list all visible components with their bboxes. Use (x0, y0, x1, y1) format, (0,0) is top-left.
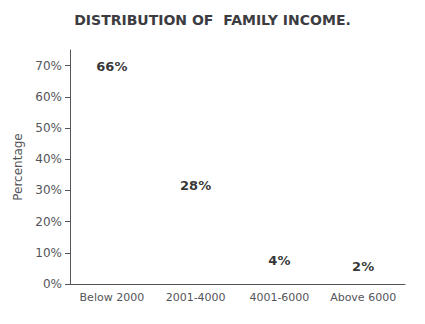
svg-text:60%: 60% (35, 90, 62, 104)
svg-text:70%: 70% (35, 59, 62, 73)
svg-text:66%: 66% (96, 59, 127, 74)
svg-text:2%: 2% (352, 259, 374, 274)
svg-text:Percentage: Percentage (11, 133, 25, 201)
svg-text:DISTRIBUTION OF FAMILY INCOME: DISTRIBUTION OF FAMILY INCOME. (74, 12, 351, 28)
svg-text:10%: 10% (35, 246, 62, 260)
svg-text:20%: 20% (35, 215, 62, 229)
svg-text:2001-4000: 2001-4000 (166, 291, 226, 304)
svg-text:30%: 30% (35, 183, 62, 197)
svg-text:50%: 50% (35, 121, 62, 135)
svg-text:28%: 28% (180, 178, 211, 193)
svg-text:4%: 4% (268, 253, 290, 268)
svg-text:Below 2000: Below 2000 (80, 291, 145, 304)
svg-text:Above 6000: Above 6000 (330, 291, 396, 304)
svg-text:4001-6000: 4001-6000 (249, 291, 309, 304)
svg-text:40%: 40% (35, 152, 62, 166)
svg-text:0%: 0% (43, 277, 62, 291)
